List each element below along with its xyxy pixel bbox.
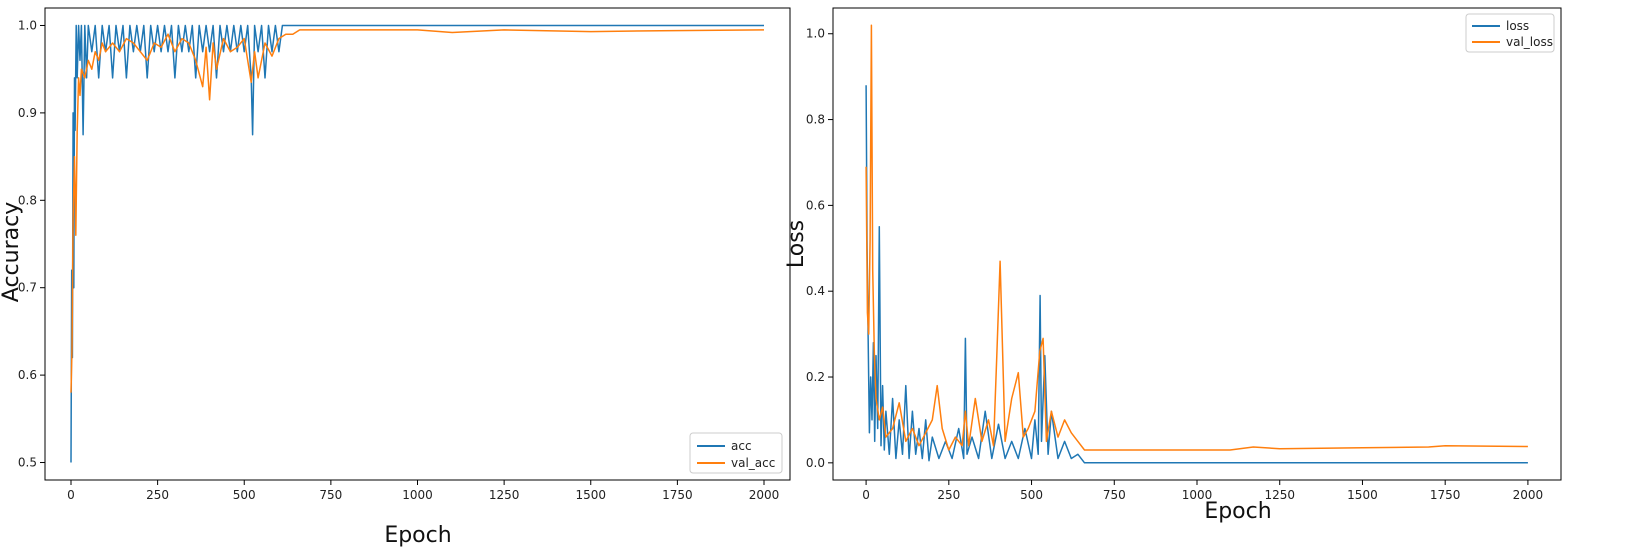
legend-label-val-loss: val_loss: [1506, 35, 1553, 49]
accuracy-legend: acc val_acc: [689, 432, 783, 474]
loss-x-tick-label: 500: [1020, 488, 1043, 502]
accuracy-series-acc: [70, 24, 764, 463]
loss-x-axis-label: Epoch: [1204, 499, 1271, 524]
loss-y-tick-label: 0.4: [806, 284, 825, 298]
loss-x-tick-label: 1500: [1347, 488, 1378, 502]
loss-chart: 0 250 500 750 1000 1250 1500 1750 2000 0.0 0.2 0.4 0…: [784, 7, 1562, 524]
accuracy-y-axis-label: Accuracy: [0, 202, 24, 302]
loss-y-tick-label: 0.2: [806, 370, 825, 384]
loss-plot-frame: [832, 7, 1562, 481]
loss-series-val-loss: [865, 24, 1528, 451]
accuracy-x-tick-label: 500: [233, 488, 256, 502]
loss-y-tick-label: 0.8: [806, 113, 825, 127]
accuracy-y-tick-label: 0.7: [18, 281, 37, 295]
accuracy-y-tick-label: 0.9: [18, 106, 37, 120]
legend-label-loss: loss: [1506, 19, 1529, 33]
legend-label-val-acc: val_acc: [731, 456, 775, 470]
loss-x-tick-label: 750: [1103, 488, 1126, 502]
accuracy-x-tick-label: 1500: [575, 488, 606, 502]
loss-x-tick-label: 1250: [1264, 488, 1295, 502]
loss-x-tick-label: 250: [937, 488, 960, 502]
accuracy-x-tick-label: 1250: [489, 488, 520, 502]
loss-y-tick-label: 0.0: [806, 456, 825, 470]
accuracy-x-tick-label: 1000: [402, 488, 433, 502]
accuracy-chart: 0 250 500 750 1000 1250 1500 1750 2000 0.5 0.6 0.7 0…: [0, 7, 791, 548]
accuracy-y-tick-label: 0.5: [18, 456, 37, 470]
accuracy-x-tick-label: 750: [319, 488, 342, 502]
loss-legend: loss val_loss: [1465, 13, 1555, 53]
loss-x-tick-label: 0: [862, 488, 870, 502]
loss-y-tick-label: 1.0: [806, 27, 825, 41]
accuracy-x-axis-label: Epoch: [384, 523, 451, 548]
accuracy-plot-frame: [44, 7, 791, 481]
loss-y-tick-label: 0.6: [806, 198, 825, 212]
loss-x-tick-label: 1000: [1182, 488, 1213, 502]
accuracy-series-val-acc: [70, 29, 765, 393]
legend-label-acc: acc: [731, 439, 752, 453]
loss-series-loss: [865, 85, 1528, 464]
accuracy-x-tick-label: 250: [146, 488, 169, 502]
loss-x-tick-label: 2000: [1513, 488, 1544, 502]
accuracy-y-tick-label: 0.6: [18, 368, 37, 382]
accuracy-x-tick-label: 1750: [662, 488, 693, 502]
accuracy-y-tick-label: 0.8: [18, 193, 37, 207]
accuracy-x-tick-label: 0: [67, 488, 75, 502]
accuracy-y-tick-label: 1.0: [18, 18, 37, 32]
accuracy-x-tick-label: 2000: [749, 488, 780, 502]
loss-y-axis-label: Loss: [784, 220, 809, 268]
loss-x-tick-label: 1750: [1430, 488, 1461, 502]
